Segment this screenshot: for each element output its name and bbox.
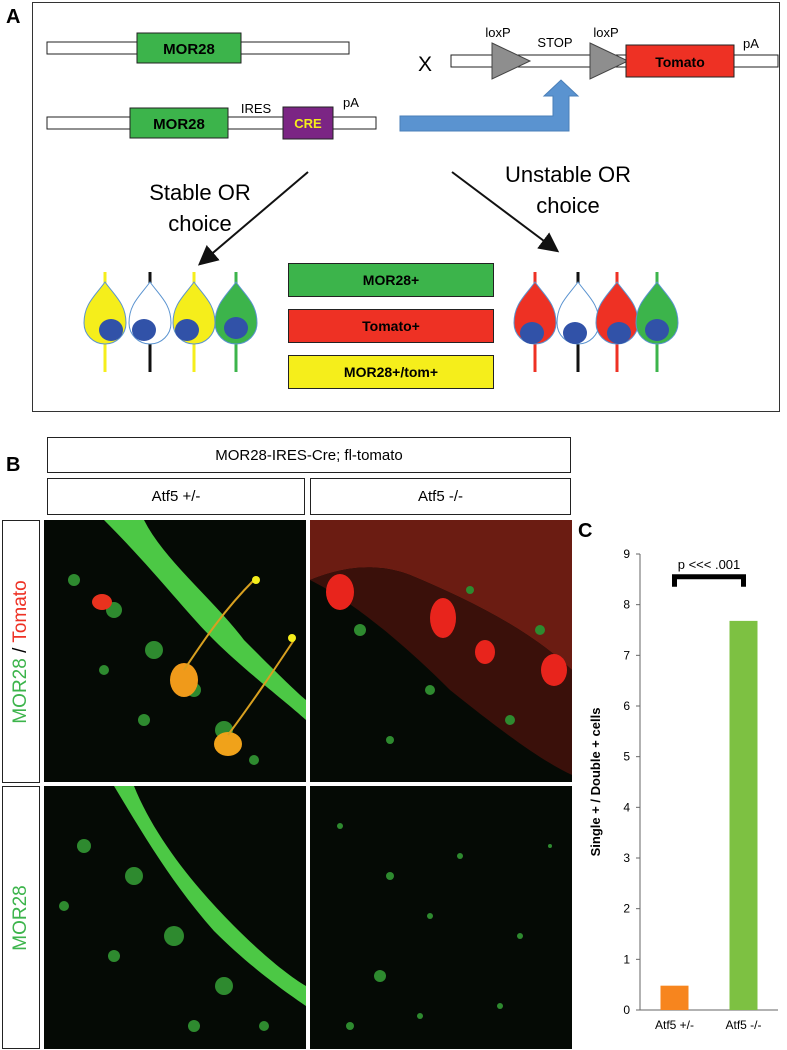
pa-label-2: pA: [743, 36, 759, 51]
micrograph-ko-mor28: [310, 786, 572, 1049]
loxp-label-2: loxP: [593, 25, 618, 40]
x-tick-label: Atf5 -/-: [725, 1018, 761, 1032]
stable-arrow: [197, 171, 309, 266]
legend-mor28-positive: MOR28+: [288, 263, 494, 297]
cre-box: [282, 106, 334, 140]
cre-action-arrow: [399, 79, 580, 132]
neuron-white-2: [556, 272, 600, 372]
bar: [660, 985, 689, 1010]
unstable-or-label-2: choice: [536, 193, 600, 218]
stable-neurons: [83, 272, 258, 372]
cross-symbol: X: [418, 53, 432, 76]
column-header-het: Atf5 +/-: [47, 478, 305, 515]
mor28-gene-box-1: [136, 32, 242, 64]
neuron-white-1: [128, 272, 172, 372]
loxp-triangle-1: [491, 42, 532, 80]
y-tick-label: 7: [623, 648, 630, 662]
row-label-separator: /: [10, 642, 31, 658]
neuron-green-1: [214, 272, 258, 372]
panel-a-diagram: MOR28 MOR28 IRES CRE pA X loxP STOP loxP…: [46, 25, 779, 372]
bar: [729, 620, 758, 1010]
panel-c-letter: C: [578, 520, 593, 542]
y-tick-label: 0: [623, 1003, 630, 1017]
y-tick-label: 5: [623, 750, 630, 764]
bar-chart: 0 1 2 3 4 5 6 7 8 9 Single + / Double + cells Atf5 …: [588, 547, 778, 1032]
row-label-mor28-green: MOR28: [10, 657, 31, 724]
legend-double-positive: MOR28+/tom+: [288, 355, 494, 389]
loxp-label-1: loxP: [485, 25, 510, 40]
unstable-arrow: [451, 171, 560, 253]
neuron-yellow-2: [172, 272, 216, 372]
neuron-red-1: [513, 272, 557, 372]
y-tick-label: 9: [623, 547, 630, 561]
stable-or-label-1: Stable OR: [149, 180, 251, 205]
unstable-neurons: [513, 272, 679, 372]
significance-bracket: [672, 574, 746, 587]
loxp-triangle-2: [589, 42, 630, 80]
column-header-ko: Atf5 -/-: [310, 478, 571, 515]
legend-tomato-positive: Tomato+: [288, 309, 494, 343]
tomato-gene-box: [625, 44, 735, 78]
panel-a-frame: [32, 2, 780, 412]
mor28-gene-label-1: MOR28: [163, 41, 215, 58]
y-axis-title: Single + / Double + cells: [588, 708, 603, 857]
stop-label: STOP: [537, 35, 572, 50]
mor28-gene-label-2: MOR28: [153, 116, 205, 133]
neuron-red-2: [595, 272, 639, 372]
row-label-merge: MOR28 / Tomato: [2, 520, 40, 783]
y-tick-label: 2: [623, 902, 630, 916]
neuron-green-2: [635, 272, 679, 372]
y-tick-label: 8: [623, 598, 630, 612]
panel-b-header: MOR28-IRES-Cre; fl-tomato: [47, 437, 571, 473]
significance-label: p <<< .001: [678, 557, 741, 572]
micrograph-ko-merge: [310, 520, 572, 782]
stable-or-label-2: choice: [168, 211, 232, 236]
y-tick-label: 3: [623, 851, 630, 865]
x-tick-label: Atf5 +/-: [655, 1018, 694, 1032]
mor28-gene-box-2: [129, 107, 229, 139]
panel-b-letter: B: [6, 454, 21, 476]
neuron-yellow-1: [83, 272, 127, 372]
unstable-or-label-1: Unstable OR: [505, 162, 631, 187]
pa-label-1: pA: [343, 95, 359, 110]
row-label-mor28-text: MOR28: [10, 884, 31, 951]
micrograph-het-mor28: [44, 786, 306, 1049]
ires-label: IRES: [241, 101, 272, 116]
tomato-gene-label: Tomato: [655, 54, 705, 70]
y-tick-label: 1: [623, 952, 630, 966]
cre-label: CRE: [294, 116, 322, 131]
row-label-tomato-red: Tomato: [10, 579, 31, 643]
y-tick-label: 4: [623, 800, 630, 814]
panel-a-letter: A: [6, 6, 21, 28]
micrograph-het-merge: [44, 520, 306, 782]
row-label-mor28: MOR28: [2, 786, 40, 1049]
y-tick-label: 6: [623, 699, 630, 713]
